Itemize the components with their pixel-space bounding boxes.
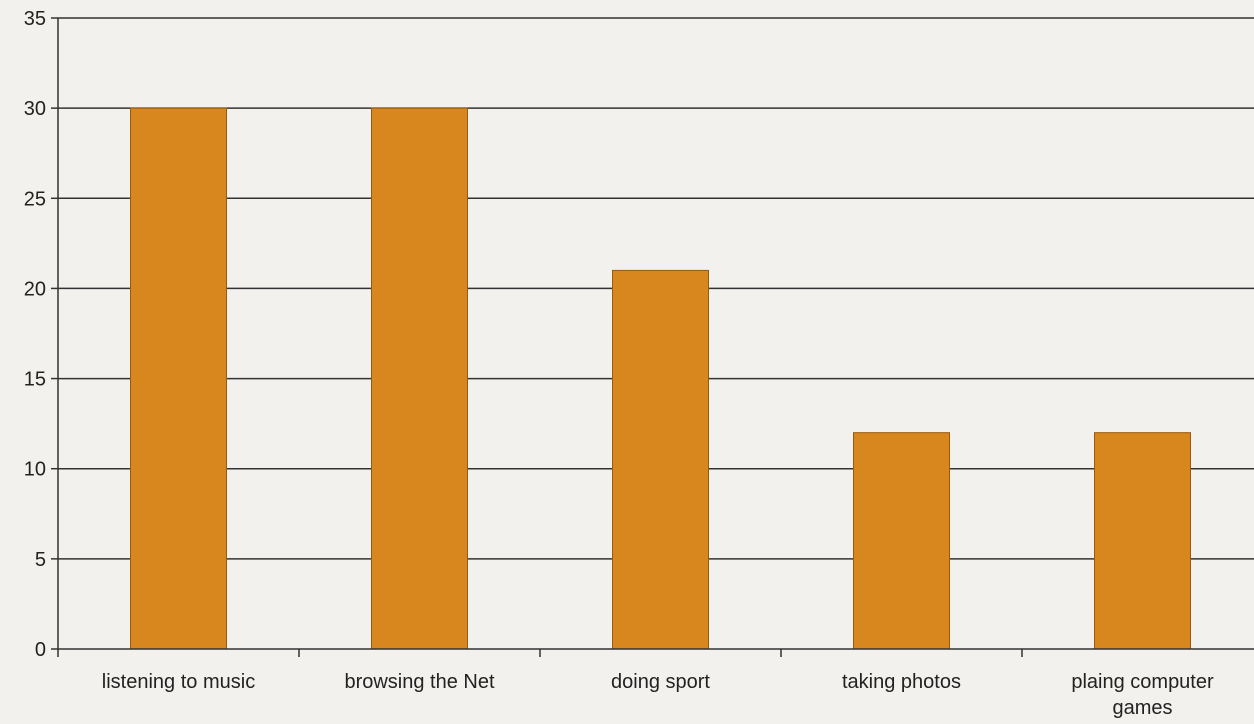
y-tick-label: 5 [35, 549, 46, 571]
x-tick-label: browsing the Net [344, 671, 495, 693]
y-tick-label: 10 [24, 459, 46, 481]
x-tick-label: plaing computer games [1071, 671, 1214, 719]
y-tick-label: 0 [35, 639, 46, 661]
x-tick-label: listening to music [102, 671, 255, 693]
y-tick-label: 15 [24, 369, 46, 391]
y-tick-label: 35 [24, 8, 46, 30]
tick-labels: 0 5 10 15 20 25 30 35 listening to music browsing… [24, 8, 1214, 719]
y-tick-label: 30 [24, 98, 46, 120]
bar [853, 432, 950, 650]
y-tick-label: 20 [24, 278, 46, 300]
bars [130, 107, 1191, 650]
bar [130, 107, 227, 650]
bar [371, 107, 468, 650]
x-tick-label: doing sport [611, 671, 710, 693]
y-tick-label: 25 [24, 188, 46, 210]
bar [612, 269, 709, 650]
bar [1094, 432, 1191, 650]
x-tick-label: taking photos [842, 671, 961, 693]
axes [51, 17, 1254, 657]
